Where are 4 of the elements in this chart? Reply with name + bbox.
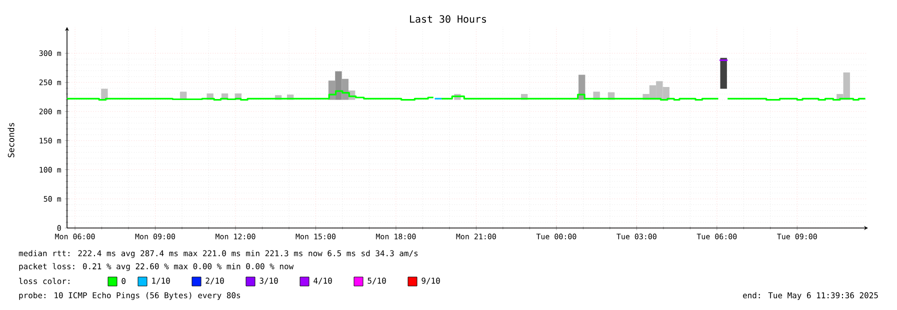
chart-title: Last 30 Hours — [410, 15, 486, 23]
y-axis-title: Seconds — [8, 122, 14, 158]
bar — [720, 58, 727, 89]
bar — [335, 71, 342, 100]
